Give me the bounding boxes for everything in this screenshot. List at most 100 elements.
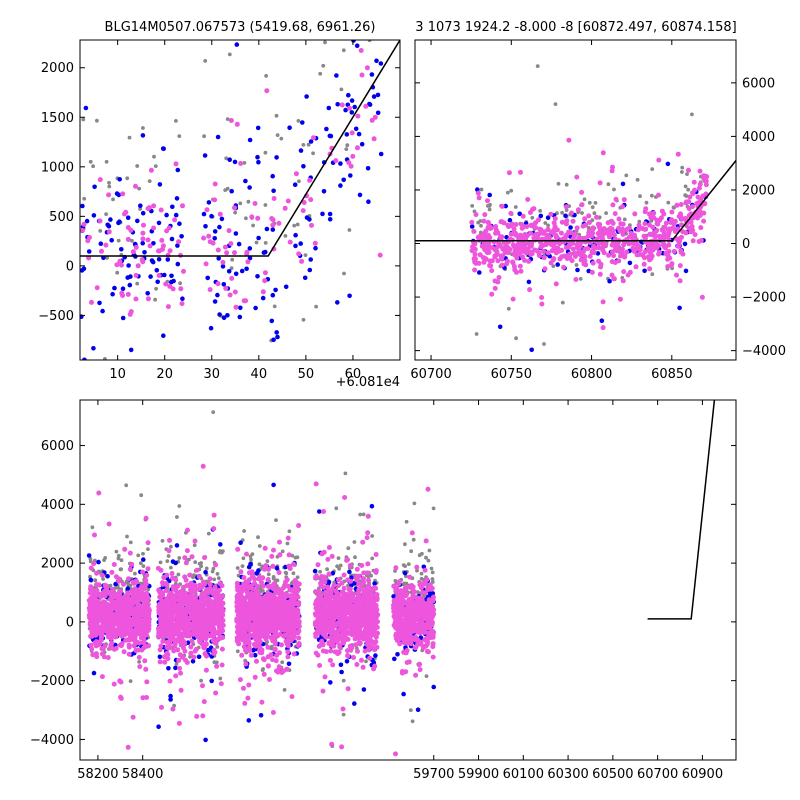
blue-point <box>175 167 181 173</box>
gray-point <box>233 210 238 215</box>
gray-point <box>264 74 268 78</box>
pink-point <box>92 616 98 622</box>
pink-point <box>201 699 207 705</box>
pink-point <box>508 210 514 216</box>
pink-point <box>220 608 226 614</box>
pink-point <box>96 490 102 496</box>
pink-point <box>176 239 182 245</box>
pink-point <box>89 589 95 595</box>
blue-point <box>165 257 171 262</box>
blue-point <box>173 665 178 671</box>
pink-point <box>612 260 618 265</box>
pink-point <box>91 561 97 567</box>
pink-point <box>636 222 642 228</box>
pink-point <box>145 540 151 546</box>
pink-point <box>668 263 674 269</box>
pink-point <box>296 523 302 528</box>
pink-point <box>290 621 296 627</box>
gray-point <box>263 241 268 245</box>
pink-point <box>254 630 259 636</box>
pink-point <box>169 571 175 577</box>
pink-point <box>251 642 257 647</box>
pink-point <box>107 628 113 634</box>
gray-point <box>271 575 276 579</box>
blue-point <box>261 250 267 255</box>
blue-point <box>271 188 276 194</box>
gray-point <box>370 556 375 561</box>
pink-point <box>273 628 279 634</box>
pink-point <box>606 252 612 258</box>
blue-point <box>170 559 176 564</box>
pink-point <box>619 246 625 252</box>
pink-point <box>133 593 138 598</box>
pink-point <box>605 230 611 236</box>
gray-point <box>553 102 558 106</box>
gray-point <box>212 577 217 582</box>
blue-point <box>271 337 276 343</box>
blue-point <box>127 282 133 288</box>
pink-point <box>215 281 221 287</box>
pink-point <box>499 234 505 240</box>
gray-point <box>177 504 182 508</box>
pink-point <box>583 262 589 268</box>
blue-point <box>215 134 221 140</box>
pink-point <box>144 610 150 615</box>
gray-point <box>314 304 318 309</box>
pink-point <box>621 197 627 203</box>
blue-point <box>109 238 114 243</box>
gray-point <box>260 668 265 672</box>
gray-point <box>263 150 268 155</box>
pink-point <box>93 651 99 657</box>
blue-point <box>126 263 131 268</box>
blue-point <box>313 245 318 251</box>
pink-point <box>564 218 570 224</box>
pink-point <box>260 575 266 581</box>
pink-point <box>271 606 277 612</box>
blue-point <box>526 279 532 285</box>
blue-point <box>298 148 304 153</box>
gray-point <box>291 571 296 576</box>
pink-point <box>674 202 680 208</box>
pink-point <box>291 561 296 567</box>
pink-point <box>207 239 213 245</box>
gray-point <box>530 215 535 220</box>
pink-point <box>167 537 172 543</box>
pink-point <box>159 607 165 613</box>
gray-point <box>174 662 179 666</box>
pink-point <box>143 577 149 583</box>
pink-point <box>499 203 505 209</box>
pink-point <box>554 234 560 240</box>
pink-point <box>583 222 588 228</box>
pink-point <box>274 634 279 639</box>
points-layer <box>469 64 710 353</box>
gray-point <box>292 223 297 228</box>
gray-point <box>345 143 350 148</box>
pink-point <box>252 201 258 206</box>
pink-point <box>601 226 607 232</box>
blue-point <box>119 247 124 252</box>
pink-point <box>227 292 233 298</box>
pink-point <box>179 301 185 307</box>
pink-point <box>300 208 306 214</box>
pink-point <box>144 695 149 700</box>
pink-point <box>495 244 501 250</box>
pink-point <box>105 655 111 661</box>
gray-point <box>141 551 145 556</box>
pink-point <box>609 272 615 278</box>
y-tick-label: 4000 <box>742 130 775 145</box>
blue-point <box>175 261 181 267</box>
pink-point <box>192 589 198 594</box>
pink-point <box>548 211 554 217</box>
pink-point <box>377 252 383 258</box>
blue-point <box>665 161 671 167</box>
pink-point <box>270 638 276 644</box>
blue-point <box>300 120 305 125</box>
gray-point <box>93 578 98 583</box>
pink-point <box>476 195 482 201</box>
pink-point <box>226 228 232 234</box>
blue-point <box>301 164 306 169</box>
gray-point <box>364 659 368 664</box>
gray-point <box>321 63 326 68</box>
pink-point <box>294 616 300 622</box>
